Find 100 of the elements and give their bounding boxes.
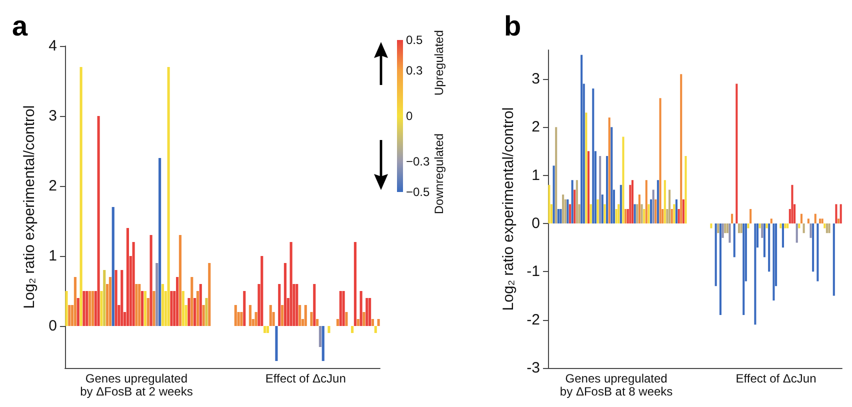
- bar: [645, 180, 648, 224]
- bar: [336, 319, 339, 326]
- bar: [199, 284, 202, 326]
- bar: [281, 305, 284, 326]
- bar: [284, 263, 286, 326]
- bar: [161, 284, 164, 326]
- bar: [840, 204, 842, 224]
- bar: [310, 312, 313, 326]
- bar: [190, 277, 194, 326]
- bar: [791, 184, 794, 224]
- bar: [156, 263, 158, 326]
- bar: [150, 235, 152, 326]
- bar: [654, 199, 657, 224]
- bar: [670, 209, 673, 224]
- bar: [800, 214, 803, 224]
- bar: [585, 112, 588, 224]
- bar: [243, 291, 246, 326]
- bar: [832, 223, 835, 296]
- bar: [557, 209, 560, 224]
- bar: [736, 84, 738, 224]
- bar: [784, 223, 786, 228]
- bar: [260, 256, 264, 326]
- bar: [592, 88, 594, 224]
- bar: [74, 277, 76, 326]
- y-tick-label: 3: [48, 108, 57, 124]
- x-tick-label: Effect of ΔcJun: [736, 372, 816, 386]
- bar: [82, 291, 86, 326]
- bar: [339, 291, 342, 326]
- bar: [202, 305, 205, 326]
- bar: [562, 194, 564, 224]
- bar: [296, 284, 298, 326]
- bar: [673, 204, 676, 224]
- bar: [158, 158, 162, 326]
- bar: [368, 298, 372, 326]
- bar: [758, 223, 761, 228]
- bar: [366, 298, 368, 326]
- bar: [114, 270, 118, 326]
- bar: [141, 291, 144, 326]
- bar: [828, 223, 830, 234]
- bar: [580, 54, 583, 224]
- bar: [733, 223, 736, 258]
- y-axis-title: Log₂ ratio experimental/control: [500, 107, 517, 311]
- chart-title: a: [12, 10, 28, 42]
- bar: [742, 223, 745, 315]
- bar: [80, 67, 82, 326]
- bar: [596, 199, 599, 224]
- bar: [552, 166, 555, 224]
- bar: [770, 218, 772, 224]
- bar: [254, 312, 258, 326]
- bar: [560, 209, 562, 224]
- bar: [86, 291, 88, 326]
- bar: [601, 194, 604, 224]
- bar: [345, 312, 348, 326]
- bar: [65, 291, 68, 326]
- bar: [590, 204, 592, 224]
- bar: [316, 319, 319, 326]
- bar: [719, 223, 722, 315]
- x-tick-label: Effect of ΔcJun: [265, 372, 346, 386]
- bar: [772, 223, 775, 301]
- bar: [798, 223, 800, 228]
- bar: [275, 326, 278, 361]
- bar: [144, 291, 146, 326]
- bar: [826, 223, 828, 234]
- bar: [599, 156, 602, 224]
- y-tick-label: 1: [532, 166, 540, 184]
- bar: [351, 326, 354, 333]
- bar: [731, 214, 734, 224]
- bar: [747, 223, 750, 228]
- bar: [610, 127, 613, 224]
- bar: [360, 291, 362, 326]
- bar: [112, 207, 114, 326]
- y-axis-title: Log₂ ratio experimental/control: [21, 105, 38, 309]
- y-tick-label: -2: [526, 311, 540, 328]
- bar: [606, 156, 608, 224]
- bar: [574, 190, 576, 224]
- bar: [266, 326, 269, 333]
- bar: [714, 223, 717, 286]
- bar: [264, 326, 266, 333]
- y-tick-label: 2: [532, 118, 540, 136]
- bar: [604, 204, 606, 224]
- bar: [135, 284, 138, 326]
- bar: [838, 218, 840, 224]
- bar: [668, 190, 671, 224]
- bar: [576, 180, 578, 224]
- bar: [780, 223, 782, 228]
- bar: [835, 204, 838, 224]
- y-tick-label: 4: [48, 38, 57, 54]
- bar: [652, 190, 654, 224]
- bar: [371, 319, 374, 326]
- bar: [631, 180, 634, 224]
- text: Upregulated: [432, 30, 446, 96]
- bar: [88, 291, 92, 326]
- bar: [768, 223, 770, 272]
- bar: [754, 223, 756, 325]
- text: Downregulated: [432, 133, 446, 214]
- bar: [675, 199, 678, 224]
- bar: [802, 223, 805, 234]
- y-tick-label: -3: [526, 360, 540, 376]
- bar: [354, 242, 356, 326]
- bar: [152, 291, 156, 326]
